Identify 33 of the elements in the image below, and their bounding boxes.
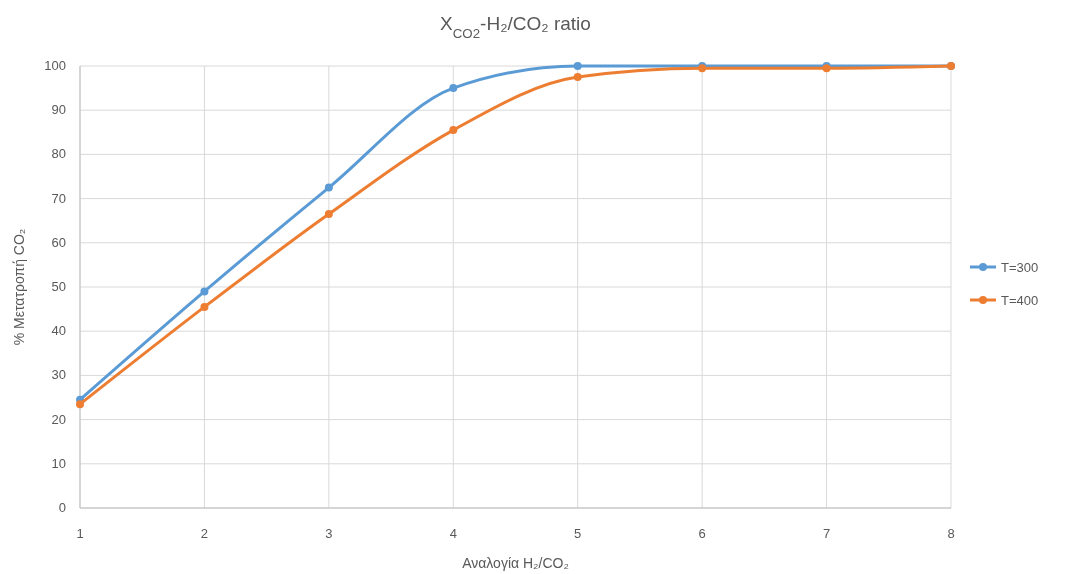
y-tick-label: 10 [51,455,66,471]
y-tick-label: 30 [51,367,66,383]
x-tick-label: 1 [76,526,84,541]
point [76,400,84,409]
x-tick-label: 3 [325,526,333,541]
point [573,62,582,70]
point [449,126,458,135]
x-axis-title: Αναλογία H₂/CO₂ [462,555,569,571]
y-tick-label: 60 [51,234,66,250]
y-axis-title: % Μετατροπή CO₂ [11,228,27,346]
x-tick-label: 8 [947,526,955,541]
x-tick-label: 4 [449,526,457,541]
y-tick-label: 70 [51,190,66,206]
point [449,84,458,93]
x-tick-label: 7 [822,526,831,541]
legend-label: T=400 [1001,293,1039,308]
point [324,183,333,192]
point [324,210,333,219]
y-tick-label: 20 [51,411,66,427]
point [573,73,582,82]
y-tick-label: 80 [51,146,66,162]
x-tick-label: 6 [698,526,706,541]
point [200,287,209,296]
legend-label: T=300 [1001,260,1039,275]
y-tick-label: 40 [51,323,66,339]
y-tick-label: 90 [51,102,66,118]
y-tick-label: 0 [58,500,66,515]
point [200,302,209,311]
y-tick-label: 50 [51,279,66,294]
chart-title: X$_{CO2}$-H₂/CO₂ ratio [440,13,591,41]
x-tick-label: 2 [200,526,209,541]
y-tick-label: 100 [44,58,66,73]
x-tick-label: 5 [574,526,582,541]
